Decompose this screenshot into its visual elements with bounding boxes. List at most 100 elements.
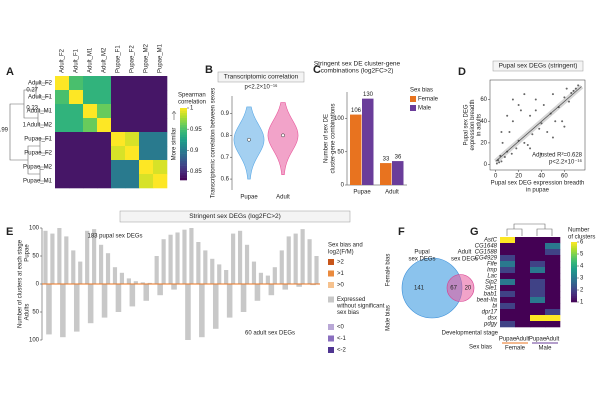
- colorbar-label: Number: [568, 228, 589, 234]
- heatmap-cell: [530, 249, 546, 256]
- row-label: Adult_M1: [27, 109, 53, 115]
- heatmap-cell: [530, 297, 546, 304]
- value-label: 141: [414, 286, 425, 292]
- chart-title: Stringent sex DE cluster-gene: [314, 61, 401, 68]
- group-name: Male: [538, 346, 552, 352]
- row-label: bab1: [484, 292, 497, 298]
- row-label: CG1588: [475, 250, 498, 256]
- point: [499, 154, 502, 157]
- colorbar-step: [180, 139, 187, 142]
- point: [529, 147, 532, 150]
- point: [529, 114, 532, 117]
- chart-title: Pupal sex DEGs (stringent): [499, 63, 578, 70]
- colorbar-step: [571, 242, 577, 245]
- female-label: Female bias: [386, 254, 392, 287]
- y-tick-label: 0: [341, 183, 345, 189]
- heatmap-cell: [111, 132, 126, 147]
- heatmap-cell: [97, 160, 112, 175]
- heatmap-cell: [530, 321, 546, 328]
- heatmap-cell: [83, 146, 98, 161]
- colorbar-step: [180, 153, 187, 157]
- heatmap-cell: [83, 174, 98, 189]
- bar: [210, 258, 215, 284]
- dendrogram: [506, 223, 553, 236]
- node-label: 0.23: [26, 106, 38, 112]
- colorbar-step: [180, 129, 187, 133]
- heatmap-cell: [69, 146, 84, 161]
- heatmap-cell: [83, 104, 98, 119]
- bar: [98, 244, 104, 284]
- heatmap-cell: [545, 303, 561, 310]
- legend-label: >1: [337, 271, 345, 277]
- heatmap-cell: [153, 146, 168, 161]
- x-tick-label: 40: [538, 174, 545, 180]
- colorbar-step: [571, 276, 577, 279]
- legend-label: Female: [418, 97, 439, 103]
- panel-letter: G: [470, 226, 479, 238]
- plot-frame: [489, 79, 586, 171]
- point: [572, 89, 575, 92]
- colorbar-step: [571, 280, 577, 283]
- bar: [87, 284, 94, 324]
- point: [540, 152, 543, 155]
- colorbar-tick-label: 0.9: [190, 148, 199, 154]
- heatmap-cell: [83, 90, 98, 105]
- colorbar-step: [571, 294, 577, 297]
- heatmap-cell: [153, 174, 168, 189]
- heatmap-cell: [515, 291, 531, 298]
- heatmap-cell: [500, 309, 516, 316]
- bar: [231, 233, 236, 284]
- legend-label: <0: [337, 325, 345, 331]
- point: [498, 161, 501, 164]
- bar: [129, 284, 136, 307]
- bar: [43, 230, 48, 284]
- stage-label: Developmental stage: [442, 331, 499, 337]
- point: [561, 120, 564, 123]
- colorbar-step: [571, 266, 577, 269]
- bar: [140, 282, 145, 284]
- heatmap-cell: [111, 174, 126, 189]
- row-label: Sip2: [485, 280, 498, 286]
- colorbar-step: [180, 170, 187, 174]
- y-tick-label: 0: [484, 162, 488, 168]
- colorbar-step: [571, 268, 577, 271]
- point: [531, 133, 534, 136]
- subtitle: p<2.2×10⁻¹⁶: [245, 84, 279, 91]
- heatmap-cell: [55, 174, 70, 189]
- heatmap-cell: [153, 160, 168, 175]
- panel-letter: A: [6, 66, 14, 78]
- colorbar-step: [571, 260, 577, 263]
- point: [570, 92, 573, 95]
- heatmap-cell: [111, 104, 126, 119]
- heatmap-cell: [111, 76, 126, 91]
- bar: [119, 272, 125, 284]
- heatmap-cell: [545, 249, 561, 256]
- column-label: Adult_M2: [102, 47, 108, 73]
- heatmap-cell: [500, 303, 516, 310]
- colorbar-step: [571, 286, 577, 289]
- bar: [265, 275, 270, 284]
- point: [508, 131, 511, 134]
- heatmap-cell: [97, 132, 112, 147]
- y-tick-label: 50: [32, 254, 39, 260]
- colorbar-step: [571, 270, 577, 273]
- colorbar-step: [180, 158, 187, 162]
- heatmap-cell: [97, 104, 112, 119]
- point: [517, 103, 520, 106]
- heatmap-cell: [515, 279, 531, 286]
- heatmap-cell: [500, 261, 516, 268]
- heatmap-cell: [530, 255, 546, 262]
- heatmap-cell: [111, 90, 126, 105]
- heatmap-cell: [97, 146, 112, 161]
- colorbar-step: [180, 146, 187, 150]
- colorbar-step: [571, 298, 577, 301]
- column-label: Adult_M1: [88, 47, 94, 73]
- point: [542, 103, 545, 106]
- bar: [392, 161, 404, 185]
- bar: [168, 234, 173, 284]
- y-tick-label: 100: [29, 226, 40, 232]
- column-label: Adult: [516, 337, 530, 343]
- row-label: pdgy: [483, 322, 498, 328]
- heatmap-cell: [515, 267, 531, 274]
